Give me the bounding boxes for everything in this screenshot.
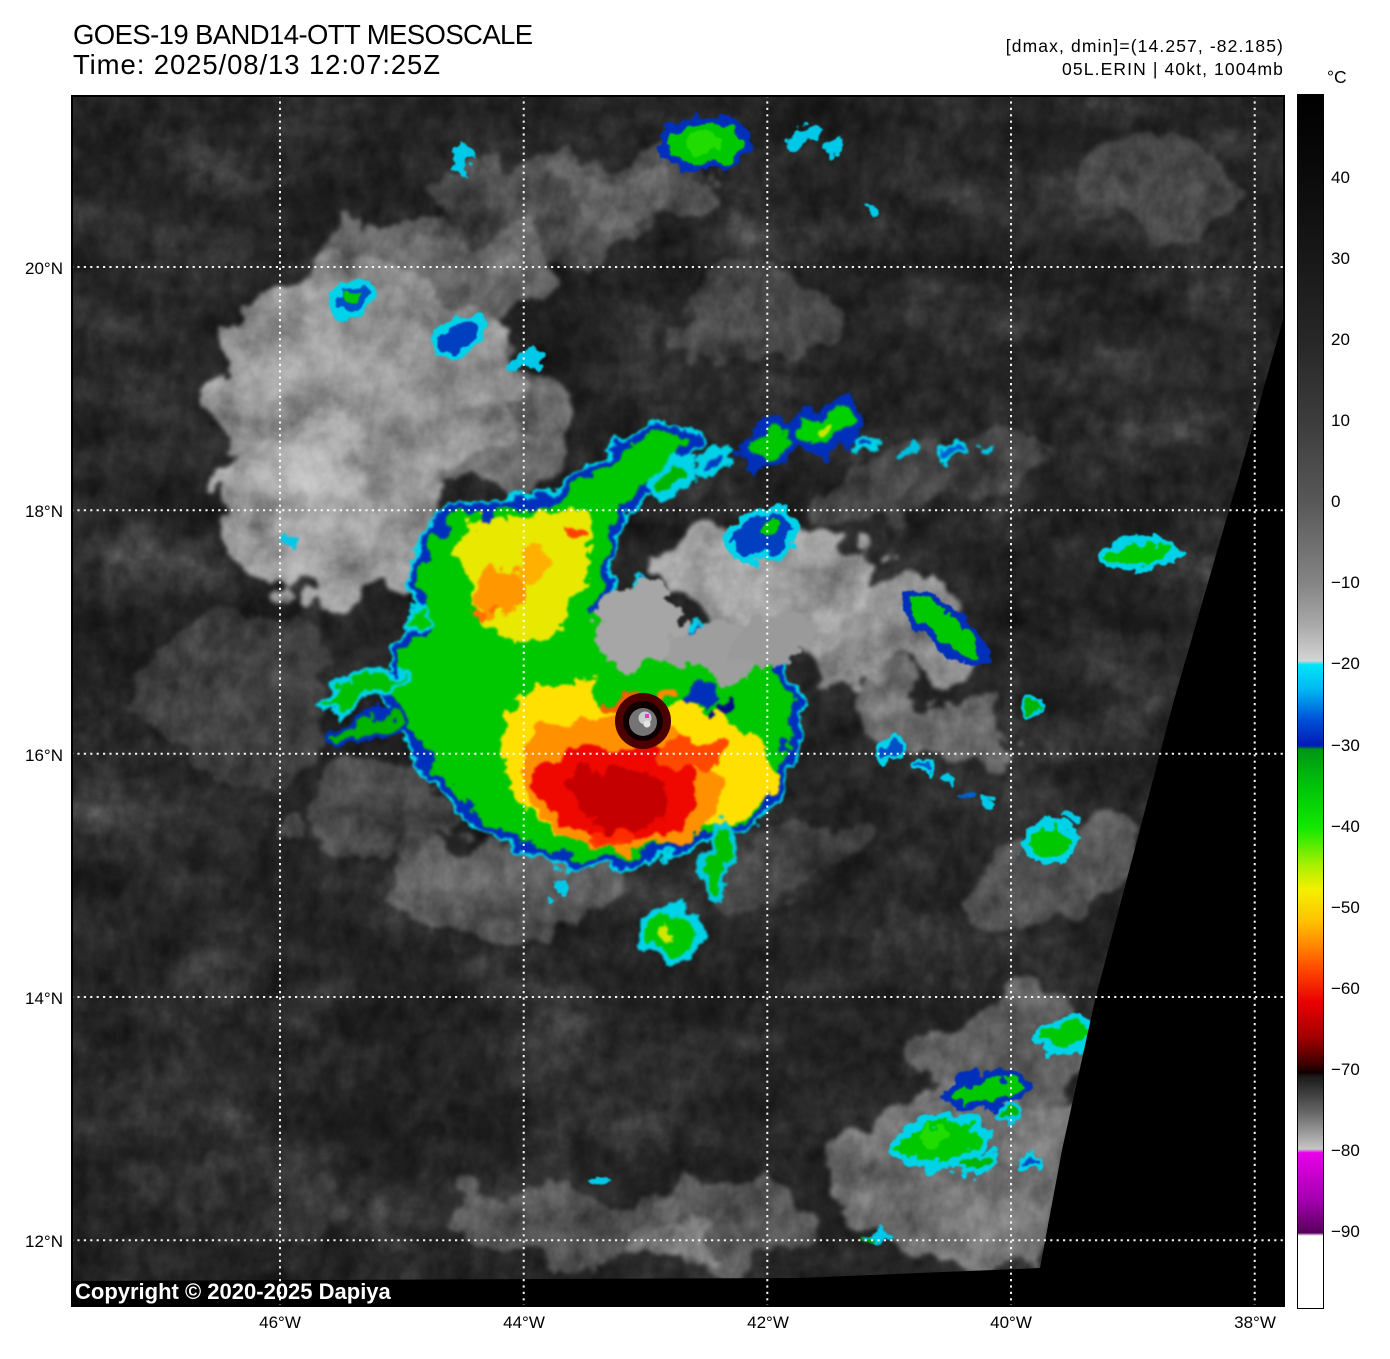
svg-text:Copyright © 2020-2025 Dapiya: Copyright © 2020-2025 Dapiya bbox=[75, 1279, 392, 1304]
